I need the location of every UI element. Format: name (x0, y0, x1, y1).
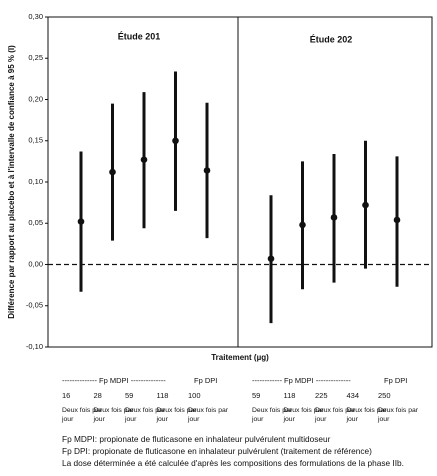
point (330, 214, 338, 221)
x-tick-label: 118 (157, 391, 169, 400)
frequency-label: Deux fois par jour (187, 407, 229, 423)
x-tick-label: 434 (347, 391, 360, 400)
frequency-text: jour (377, 416, 390, 423)
point (172, 137, 179, 145)
y-tick-label: -0,05 (26, 301, 43, 310)
y-tick-label: 0,15 (28, 136, 43, 145)
frequency-label: Deux fois par jour (377, 407, 419, 423)
group-label: ------------ Fp MDPI -------------- (252, 376, 351, 385)
frequency-text: Deux fois par (62, 407, 103, 414)
y-tick-label: 0,25 (28, 53, 43, 62)
point (299, 221, 306, 229)
frequency-label: Deux fois par jour (346, 407, 388, 423)
frequency-text: Deux fois par (284, 407, 325, 414)
panel-title: Étude 201 (118, 31, 161, 41)
y-tick-label: 0,20 (28, 94, 43, 103)
frequency-text: Deux fois par (315, 407, 356, 414)
frequency-label: Deux fois par jour (124, 407, 166, 423)
x-tick-label: 118 (284, 391, 296, 400)
point (77, 218, 85, 225)
x-axis-title: Traitement (µg) (211, 353, 269, 362)
frequency-text: Deux fois par (188, 407, 229, 414)
x-tick-label: 100 (188, 391, 201, 400)
frequency-label: Deux fois par jour (314, 407, 356, 423)
x-tick-label: 59 (125, 391, 133, 400)
point (393, 216, 401, 224)
x-tick-label: 59 (252, 391, 260, 400)
frequency-label: Deux fois par jour (61, 407, 103, 423)
point (203, 167, 211, 174)
group-label: -------------- Fp MDPI -------------- (62, 376, 166, 385)
frequency-text: Deux fois par (157, 407, 198, 414)
point (362, 201, 369, 209)
point (140, 156, 148, 164)
group-label: Fp DPI (384, 376, 407, 385)
frequency-text: jour (346, 416, 359, 423)
frequency-text: Deux fois par (252, 407, 293, 414)
frequency-text: jour (314, 416, 327, 423)
group-label: Fp DPI (194, 376, 217, 385)
frequency-text: jour (187, 416, 200, 423)
frequency-label: Deux fois par jour (156, 407, 198, 423)
y-tick-label: 0,05 (28, 218, 43, 227)
x-tick-label: 225 (315, 391, 328, 400)
point (109, 168, 116, 176)
frequency-label: Deux fois par jour (283, 407, 325, 423)
x-tick-label: 16 (62, 391, 70, 400)
frequency-text: Deux fois par (347, 407, 388, 414)
panel-title: Étude 202 (310, 34, 353, 44)
y-tick-label: -0,10 (26, 342, 43, 351)
point (267, 255, 275, 263)
footnote: Fp DPI: propionate de fluticasone en inh… (62, 446, 372, 456)
x-tick-label: 28 (94, 391, 102, 400)
frequency-text: Deux fois par (125, 407, 166, 414)
frequency-text: Deux fois par (378, 407, 419, 414)
footnote: Fp MDPI: propionate de fluticasone en in… (62, 434, 331, 444)
frequency-text: jour (61, 416, 74, 423)
frequency-text: jour (93, 416, 106, 423)
x-tick-label: 250 (378, 391, 391, 400)
plot-frame (47, 16, 433, 348)
y-tick-label: 0,00 (28, 259, 43, 268)
y-tick-label: 0,10 (28, 177, 43, 186)
frequency-label: Deux fois par jour (251, 407, 293, 423)
frequency-text: jour (124, 416, 137, 423)
frequency-text: jour (283, 416, 296, 423)
frequency-text: Deux fois par (94, 407, 135, 414)
y-axis-title: Différence par rapport au placebo et à l… (7, 45, 16, 319)
frequency-label: Deux fois par jour (93, 407, 135, 423)
y-tick-label: 0,30 (28, 12, 43, 21)
footnote: La dose déterminée a été calculée d'aprè… (62, 458, 404, 468)
frequency-text: jour (251, 416, 264, 423)
frequency-text: jour (156, 416, 169, 423)
